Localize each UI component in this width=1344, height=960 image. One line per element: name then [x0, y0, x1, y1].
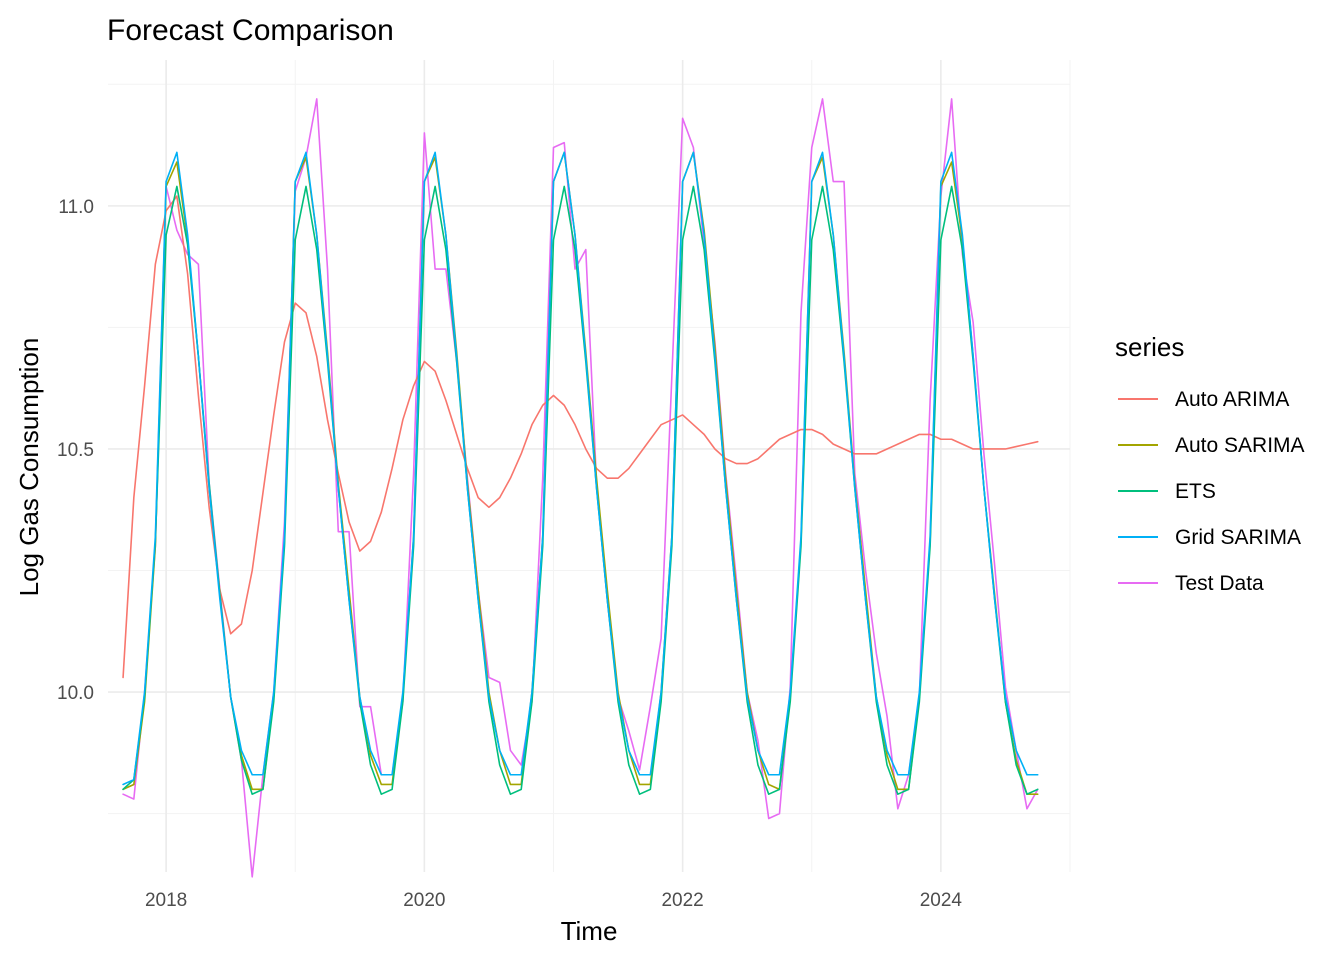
- legend-item-auto-arima: Auto ARIMA: [1118, 388, 1289, 411]
- series-line-auto-arima: [122, 195, 1039, 679]
- x-axis-title: Time: [561, 916, 618, 946]
- y-axis-ticks: 10.0 10.5 11.0: [57, 197, 94, 704]
- legend-label-test-data: Test Data: [1175, 572, 1264, 595]
- legend-title: series: [1115, 332, 1184, 362]
- x-tick-label: 2024: [920, 890, 963, 911]
- legend-label-auto-sarima: Auto SARIMA: [1175, 434, 1305, 457]
- y-tick-label: 10.5: [57, 440, 94, 461]
- legend-label-grid-sarima: Grid SARIMA: [1175, 526, 1301, 549]
- legend-label-ets: ETS: [1175, 480, 1216, 503]
- legend-item-ets: ETS: [1118, 480, 1216, 503]
- series-lines: [122, 98, 1039, 878]
- major-gridlines: [108, 60, 1070, 872]
- chart-title: Forecast Comparison: [107, 14, 394, 47]
- series-line-grid-sarima: [122, 151, 1039, 786]
- y-axis-title: Log Gas Consumption: [14, 338, 44, 597]
- legend-items: Auto ARIMA Auto SARIMA ETS Grid SARIMA Test …: [1118, 388, 1305, 595]
- minor-gridlines: [108, 60, 1071, 872]
- series-line-test-data: [122, 98, 1039, 878]
- legend-item-test-data: Test Data: [1118, 572, 1264, 595]
- y-tick-label: 11.0: [58, 197, 94, 218]
- legend-item-grid-sarima: Grid SARIMA: [1118, 526, 1301, 549]
- legend-item-auto-sarima: Auto SARIMA: [1118, 434, 1305, 457]
- x-tick-label: 2022: [661, 890, 703, 911]
- x-axis-ticks: 2018 2020 2022 2024: [145, 890, 962, 911]
- y-tick-label: 10.0: [57, 683, 94, 704]
- series-line-auto-sarima: [122, 151, 1039, 796]
- legend: series Auto ARIMA Auto SARIMA ETS Grid SARI…: [1115, 332, 1305, 595]
- x-tick-label: 2020: [403, 890, 445, 911]
- series-line-ets: [122, 185, 1039, 796]
- legend-label-auto-arima: Auto ARIMA: [1175, 388, 1289, 411]
- x-tick-label: 2018: [145, 890, 187, 911]
